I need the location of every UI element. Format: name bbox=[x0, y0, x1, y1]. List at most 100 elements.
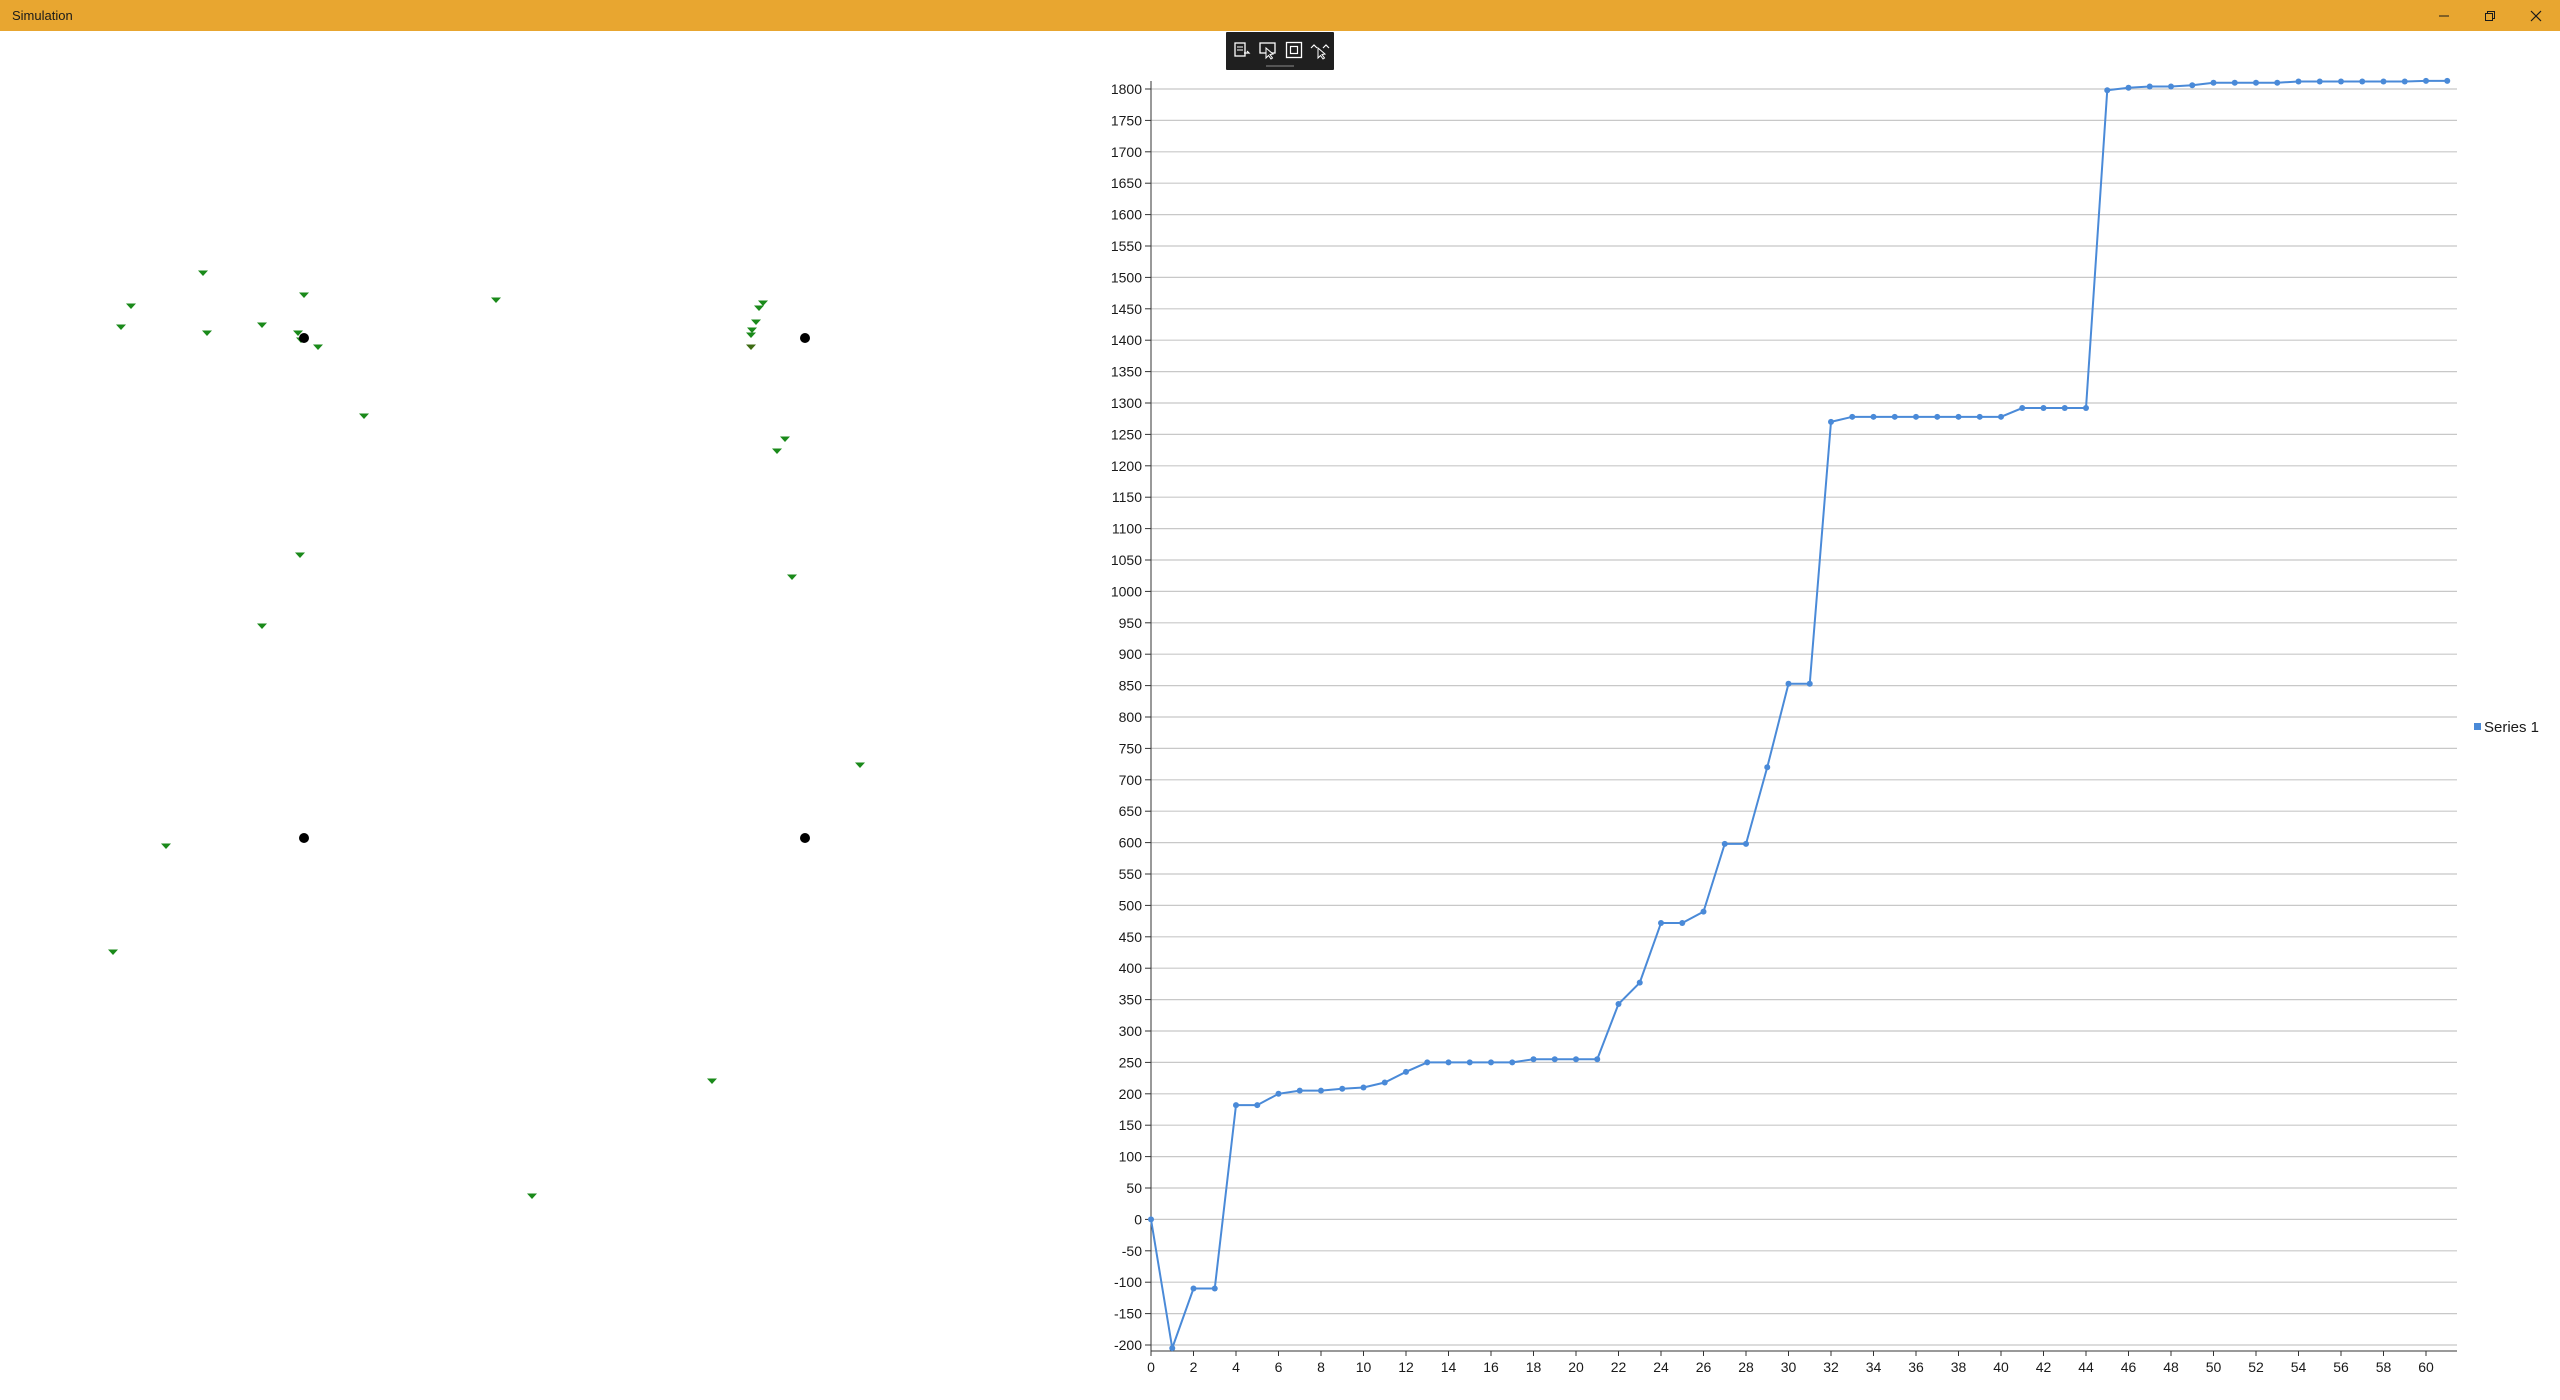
data-point[interactable] bbox=[2019, 405, 2026, 412]
data-point[interactable] bbox=[1190, 1285, 1197, 1292]
data-point[interactable] bbox=[1913, 413, 1919, 420]
data-point[interactable] bbox=[1785, 680, 1792, 687]
data-point[interactable] bbox=[2380, 78, 2387, 85]
data-point[interactable] bbox=[1424, 1059, 1431, 1066]
data-point[interactable] bbox=[1594, 1056, 1601, 1063]
agent-marker bbox=[126, 303, 136, 309]
pan-button[interactable] bbox=[1309, 39, 1331, 61]
agent-marker bbox=[313, 344, 323, 350]
y-tick-label: 1500 bbox=[1111, 269, 1142, 285]
line-chart[interactable]: 1800175017001650160015501500145014001350… bbox=[1090, 31, 2560, 1400]
node-marker bbox=[800, 333, 810, 343]
data-point[interactable] bbox=[1806, 680, 1813, 687]
y-tick-label: 1350 bbox=[1111, 364, 1142, 380]
data-point[interactable] bbox=[1573, 1056, 1579, 1063]
y-tick-label: 700 bbox=[1119, 772, 1143, 788]
data-point[interactable] bbox=[2168, 83, 2174, 90]
data-point[interactable] bbox=[1998, 413, 2004, 420]
close-button[interactable] bbox=[2513, 0, 2559, 31]
y-tick-label: 100 bbox=[1119, 1149, 1143, 1165]
data-point[interactable] bbox=[1445, 1059, 1452, 1066]
minimize-button[interactable] bbox=[2421, 0, 2467, 31]
data-point[interactable] bbox=[1530, 1056, 1537, 1063]
agent-marker bbox=[772, 448, 782, 454]
y-tick-label: 950 bbox=[1119, 615, 1143, 631]
y-tick-label: 850 bbox=[1119, 678, 1143, 694]
data-point[interactable] bbox=[1466, 1059, 1473, 1066]
y-tick-label: 600 bbox=[1119, 835, 1143, 851]
data-point[interactable] bbox=[2359, 78, 2366, 85]
data-point[interactable] bbox=[2189, 82, 2196, 89]
data-point[interactable] bbox=[1658, 919, 1664, 926]
data-point[interactable] bbox=[2274, 79, 2281, 86]
agent-marker bbox=[855, 762, 865, 768]
x-tick-label: 22 bbox=[1611, 1359, 1627, 1375]
legend-label[interactable]: Series 1 bbox=[2484, 719, 2539, 736]
data-point[interactable] bbox=[1849, 413, 1856, 420]
data-point[interactable] bbox=[1721, 840, 1728, 847]
data-point[interactable] bbox=[1509, 1059, 1516, 1066]
data-point[interactable] bbox=[2061, 405, 2068, 412]
data-point[interactable] bbox=[2083, 405, 2089, 412]
data-point[interactable] bbox=[1934, 413, 1941, 420]
data-point[interactable] bbox=[1169, 1345, 1176, 1352]
zoom-fit-button[interactable] bbox=[1283, 39, 1305, 61]
agent-marker bbox=[746, 344, 756, 350]
data-point[interactable] bbox=[2125, 84, 2132, 91]
data-point[interactable] bbox=[2444, 77, 2451, 84]
data-point[interactable] bbox=[1976, 413, 1983, 420]
data-point[interactable] bbox=[1403, 1068, 1409, 1075]
data-point[interactable] bbox=[2401, 78, 2408, 85]
data-point[interactable] bbox=[2210, 79, 2217, 86]
data-point[interactable] bbox=[1700, 908, 1707, 915]
data-point[interactable] bbox=[1275, 1090, 1282, 1097]
x-tick-label: 54 bbox=[2291, 1359, 2307, 1375]
simulation-canvas[interactable] bbox=[0, 31, 1090, 1400]
minimize-icon bbox=[2439, 15, 2449, 16]
y-tick-label: 1000 bbox=[1111, 583, 1142, 599]
data-point[interactable] bbox=[1615, 1000, 1622, 1007]
data-point[interactable] bbox=[1828, 418, 1834, 425]
data-point[interactable] bbox=[1318, 1087, 1324, 1094]
data-point[interactable] bbox=[2316, 78, 2323, 85]
title-bar[interactable]: Simulation bbox=[0, 0, 2560, 31]
data-point[interactable] bbox=[1636, 979, 1643, 986]
restore-button[interactable] bbox=[2467, 0, 2513, 31]
legend-swatch bbox=[2474, 723, 2481, 730]
data-point[interactable] bbox=[2040, 405, 2047, 412]
x-tick-label: 2 bbox=[1190, 1359, 1198, 1375]
data-point[interactable] bbox=[1870, 413, 1877, 420]
data-point[interactable] bbox=[1679, 919, 1686, 926]
data-point[interactable] bbox=[1148, 1216, 1154, 1223]
export-button[interactable] bbox=[1231, 39, 1253, 61]
data-point[interactable] bbox=[1381, 1079, 1388, 1086]
data-point[interactable] bbox=[2146, 83, 2153, 90]
data-point[interactable] bbox=[2231, 79, 2238, 86]
toolbar-grip[interactable] bbox=[1266, 65, 1294, 67]
data-point[interactable] bbox=[2338, 78, 2344, 85]
select-icon bbox=[1259, 42, 1276, 60]
select-button[interactable] bbox=[1257, 39, 1279, 61]
data-point[interactable] bbox=[1360, 1084, 1367, 1091]
data-point[interactable] bbox=[1254, 1102, 1261, 1109]
y-tick-label: 1200 bbox=[1111, 458, 1142, 474]
data-point[interactable] bbox=[2295, 78, 2302, 85]
data-point[interactable] bbox=[1891, 413, 1898, 420]
data-point[interactable] bbox=[1211, 1285, 1218, 1292]
data-point[interactable] bbox=[1339, 1085, 1346, 1092]
data-point[interactable] bbox=[2253, 79, 2259, 86]
data-point[interactable] bbox=[1233, 1102, 1239, 1109]
y-tick-label: 650 bbox=[1119, 803, 1143, 819]
agent-marker bbox=[746, 332, 756, 338]
data-point[interactable] bbox=[1764, 764, 1771, 771]
data-point[interactable] bbox=[2104, 87, 2111, 94]
data-point[interactable] bbox=[1743, 840, 1749, 847]
y-tick-label: 550 bbox=[1119, 866, 1143, 882]
data-point[interactable] bbox=[1296, 1087, 1303, 1094]
data-point[interactable] bbox=[1955, 413, 1962, 420]
y-tick-label: 250 bbox=[1119, 1054, 1143, 1070]
data-point[interactable] bbox=[1488, 1059, 1494, 1066]
y-tick-label: 900 bbox=[1119, 646, 1143, 662]
data-point[interactable] bbox=[1551, 1056, 1558, 1063]
data-point[interactable] bbox=[2423, 77, 2429, 84]
